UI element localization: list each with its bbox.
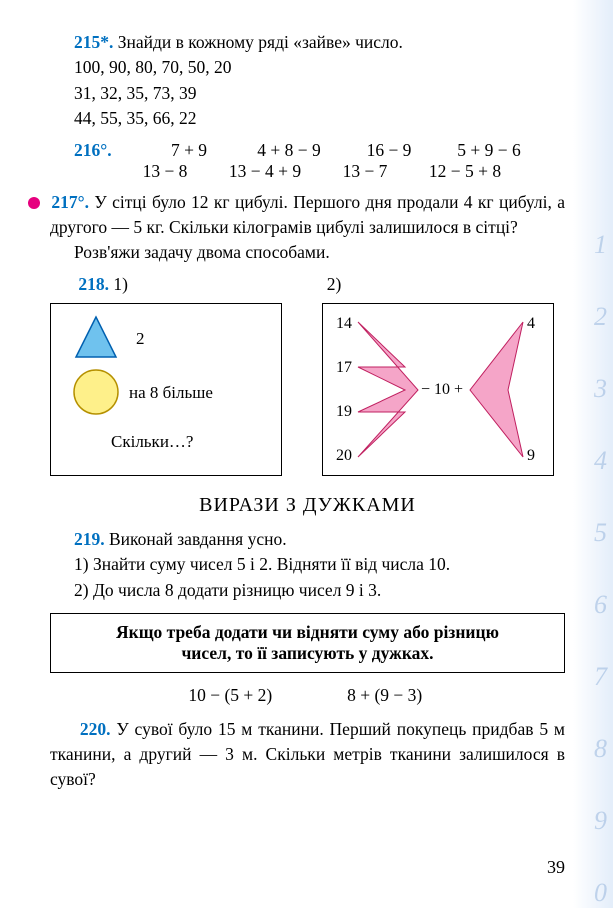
number-row: 44, 55, 35, 66, 22 xyxy=(50,106,565,131)
arrow-diagram: 14 17 19 20 4 9 − 10 + xyxy=(333,312,543,467)
section-title: ВИРАЗИ З ДУЖКАМИ xyxy=(50,494,565,517)
exercise-text: У сувої було 15 м тканини. Перший покупе… xyxy=(50,719,565,790)
exercise-text: У сітці було 12 кг цибулі. Першого дня п… xyxy=(50,192,565,237)
question-text: Скільки…? xyxy=(111,432,193,451)
circle-icon xyxy=(74,370,118,414)
math-expr: 4 + 8 − 9 xyxy=(234,140,344,161)
exercise-text: Знайди в кожному ряді «зайве» число. xyxy=(118,32,403,52)
rule-box: Якщо треба додати чи відняти суму або рі… xyxy=(50,613,565,673)
exercise-number: 220. xyxy=(80,719,111,739)
exercise-219: 219. Виконай завдання усно. xyxy=(50,527,565,552)
exercise-line: 1) Знайти суму чисел 5 і 2. Відняти її в… xyxy=(50,552,565,577)
exercise-text: Виконай завдання усно. xyxy=(109,529,287,549)
circle-label: на 8 більше xyxy=(129,383,213,402)
exercise-216: 216°. 7 + 9 4 + 8 − 9 16 − 9 5 + 9 − 6 1… xyxy=(50,140,565,182)
side-decoration: 1 2 3 4 5 6 7 8 9 0 xyxy=(594,230,607,908)
part-label: 2) xyxy=(327,274,342,294)
diagram-box-2: 14 17 19 20 4 9 − 10 + xyxy=(322,303,554,476)
part-label: 1) xyxy=(113,274,128,294)
math-expr: 7 + 9 xyxy=(144,140,234,161)
red-dot-icon xyxy=(28,197,40,209)
exercise-218-boxes: 2 на 8 більше Скільки…? 14 17 19 20 4 9 … xyxy=(50,303,565,476)
example-row: 10 − (5 + 2) 8 + (9 − 3) xyxy=(50,683,565,708)
arrow-num: 4 xyxy=(527,315,535,332)
number-row: 31, 32, 35, 73, 39 xyxy=(50,81,565,106)
exercise-number: 215*. xyxy=(74,32,113,52)
math-expr: 5 + 9 − 6 xyxy=(434,140,544,161)
right-arrow-icon xyxy=(470,322,523,457)
arrow-num: 17 xyxy=(336,359,352,376)
exercise-number: 217°. xyxy=(51,192,89,212)
exercise-line: 2) До числа 8 додати різницю чисел 9 і 3… xyxy=(50,578,565,603)
page-number: 39 xyxy=(547,857,565,878)
left-arrow-icon xyxy=(358,322,418,457)
math-expr: 12 − 5 + 8 xyxy=(410,161,520,182)
shapes-diagram: 2 на 8 більше Скільки…? xyxy=(61,312,261,462)
arrow-num: 9 xyxy=(527,447,535,464)
diagram-box-1: 2 на 8 більше Скільки…? xyxy=(50,303,282,476)
exercise-217: 217°. У сітці було 12 кг цибулі. Першого… xyxy=(50,190,565,241)
page-content: 215*. Знайди в кожному ряді «зайве» числ… xyxy=(0,0,613,813)
number-row: 100, 90, 80, 70, 50, 20 xyxy=(50,55,565,80)
arrow-num: 19 xyxy=(336,403,352,420)
example-expr: 8 + (9 − 3) xyxy=(310,683,460,708)
math-expr: 16 − 9 xyxy=(344,140,434,161)
center-expr: − 10 + xyxy=(421,381,463,398)
rule-line: Якщо треба додати чи відняти суму або рі… xyxy=(65,622,550,643)
arrow-num: 20 xyxy=(336,447,352,464)
exercise-218-header: 218. 1) 2) xyxy=(50,272,565,297)
triangle-label: 2 xyxy=(136,329,145,348)
exercise-number: 218. xyxy=(78,274,109,294)
math-expr: 13 − 7 xyxy=(320,161,410,182)
example-expr: 10 − (5 + 2) xyxy=(155,683,305,708)
exercise-number: 219. xyxy=(74,529,105,549)
exercise-number: 216°. xyxy=(74,140,112,160)
exercise-215: 215*. Знайди в кожному ряді «зайве» числ… xyxy=(50,30,565,55)
arrow-num: 14 xyxy=(336,315,352,332)
exercise-220: 220. У сувої було 15 м тканини. Перший п… xyxy=(50,717,565,793)
rule-line: чисел, то її записують у дужках. xyxy=(65,643,550,664)
exercise-subtext: Розв'яжи задачу двома способами. xyxy=(50,240,565,265)
triangle-icon xyxy=(76,317,116,357)
math-expr: 13 − 4 + 9 xyxy=(210,161,320,182)
math-expr: 13 − 8 xyxy=(120,161,210,182)
